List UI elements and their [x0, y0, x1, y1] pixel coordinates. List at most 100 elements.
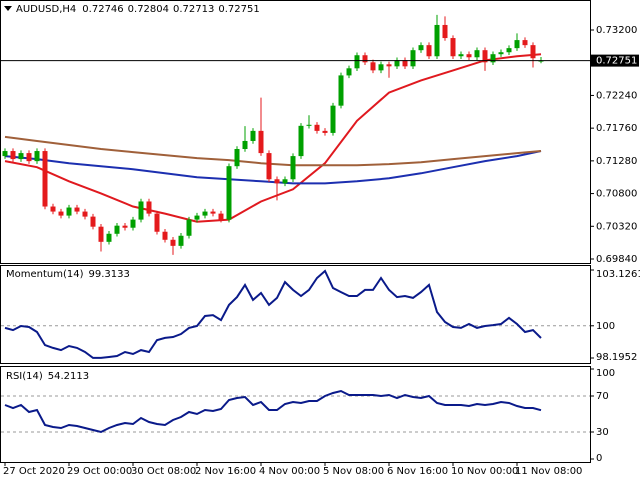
- price-panel-frame: [0, 0, 591, 264]
- candle-body: [410, 50, 416, 67]
- candle-body: [18, 153, 24, 160]
- y-tick-label: 0: [596, 453, 602, 464]
- y-tick-label: 0.70320: [596, 221, 637, 232]
- y-tick-label: 70: [596, 391, 609, 402]
- price-header: AUDUSD,H4 0.72746 0.72804 0.72713 0.72751: [16, 4, 260, 15]
- candle-body: [450, 38, 456, 57]
- momentum-header: Momentum(14) 99.3133: [6, 269, 130, 280]
- candle-body: [242, 140, 248, 150]
- candle-body: [298, 125, 304, 157]
- candle-body: [266, 153, 272, 180]
- indicator-name: Momentum(14): [6, 269, 84, 280]
- candle-body: [426, 45, 432, 57]
- candle-body: [226, 166, 232, 220]
- x-tick-label: 11 Nov 08:00: [515, 466, 582, 477]
- candle-body: [314, 124, 320, 131]
- symbol-menu-arrow[interactable]: [4, 6, 12, 11]
- candle-body: [106, 233, 112, 242]
- candle-body: [162, 231, 168, 240]
- candle-body: [370, 62, 376, 71]
- x-tick-label: 30 Oct 08:00: [131, 466, 196, 477]
- candle-body: [274, 179, 280, 184]
- candle-body: [354, 55, 360, 69]
- candle-body: [522, 40, 528, 46]
- candle-body: [282, 179, 288, 184]
- y-tick-label: 100: [596, 321, 615, 332]
- x-tick-label: 27 Oct 2020: [3, 466, 65, 477]
- x-tick-label: 6 Nov 16:00: [387, 466, 448, 477]
- candle-body: [514, 40, 520, 49]
- candle-body: [434, 24, 440, 57]
- candle-body: [322, 130, 328, 133]
- candle-body: [90, 216, 96, 227]
- candle-body: [170, 239, 176, 246]
- candle-body: [42, 151, 48, 207]
- candle-body: [338, 75, 344, 106]
- candle-body: [258, 130, 264, 154]
- candle-body: [34, 151, 40, 162]
- y-tick-label: 0.71760: [596, 123, 637, 134]
- candle-body: [498, 52, 504, 55]
- x-tick-label: 29 Oct 00:00: [67, 466, 132, 477]
- candle-body: [418, 45, 424, 51]
- symbol-title: AUDUSD,H4: [16, 4, 76, 15]
- y-tick-label: 0.69840: [596, 254, 637, 265]
- last-close: 0.72751: [218, 4, 259, 15]
- x-tick-label: 5 Nov 08:00: [323, 466, 384, 477]
- candle-body: [154, 213, 160, 232]
- candle-body: [74, 207, 80, 212]
- candle-body: [330, 105, 336, 133]
- y-tick-label: 98.1952: [596, 352, 637, 363]
- candle-body: [490, 54, 496, 63]
- candle-body: [122, 225, 128, 228]
- candle-body: [178, 235, 184, 246]
- panel-frames: [0, 0, 591, 463]
- current-price-box: [591, 54, 639, 67]
- candle-body: [482, 50, 488, 63]
- candle-body: [186, 219, 192, 236]
- candle-body: [194, 215, 200, 220]
- candle-body: [458, 54, 464, 57]
- y-tick-label: 0.70800: [596, 189, 637, 200]
- candle-body: [202, 211, 208, 216]
- moving-average: [4, 135, 542, 167]
- current-price-label: 0.72751: [596, 56, 637, 67]
- last-high: 0.72804: [128, 4, 169, 15]
- candle-body: [82, 211, 88, 217]
- candle-body: [466, 54, 472, 58]
- y-tick-label: 0.73200: [596, 25, 637, 36]
- candle-body: [386, 64, 392, 67]
- indicator-name: RSI(14): [6, 371, 43, 382]
- candle-body: [402, 60, 408, 67]
- last-low: 0.72713: [173, 4, 214, 15]
- candle-body: [58, 211, 64, 216]
- candle-body: [530, 45, 536, 59]
- rsi-panel-frame: [0, 366, 591, 463]
- indicator-line: [4, 389, 542, 434]
- candle-body: [50, 206, 56, 212]
- last-open: 0.72746: [82, 4, 123, 15]
- candle-body: [138, 201, 144, 220]
- candle-body: [2, 151, 8, 157]
- indicator-value: 99.3133: [89, 269, 130, 280]
- indicator-value: 54.2113: [48, 371, 89, 382]
- candle-body: [378, 64, 384, 71]
- rsi-header: RSI(14) 54.2113: [6, 371, 89, 382]
- y-tick-label: 30: [596, 427, 609, 438]
- candle-body: [26, 153, 32, 162]
- candle-body: [306, 124, 312, 126]
- candle-body: [114, 225, 120, 234]
- y-tick-label: 0.72240: [596, 90, 637, 101]
- candle-body: [346, 68, 352, 76]
- candle-body: [474, 50, 480, 58]
- indicator-line: [4, 269, 542, 359]
- x-tick-label: 2 Nov 16:00: [195, 466, 256, 477]
- candle-body: [442, 24, 448, 39]
- candle-body: [98, 226, 104, 242]
- candle-body: [250, 130, 256, 141]
- x-tick-label: 10 Nov 00:00: [451, 466, 518, 477]
- y-tick-label: 100: [596, 368, 615, 379]
- candle-body: [234, 149, 240, 167]
